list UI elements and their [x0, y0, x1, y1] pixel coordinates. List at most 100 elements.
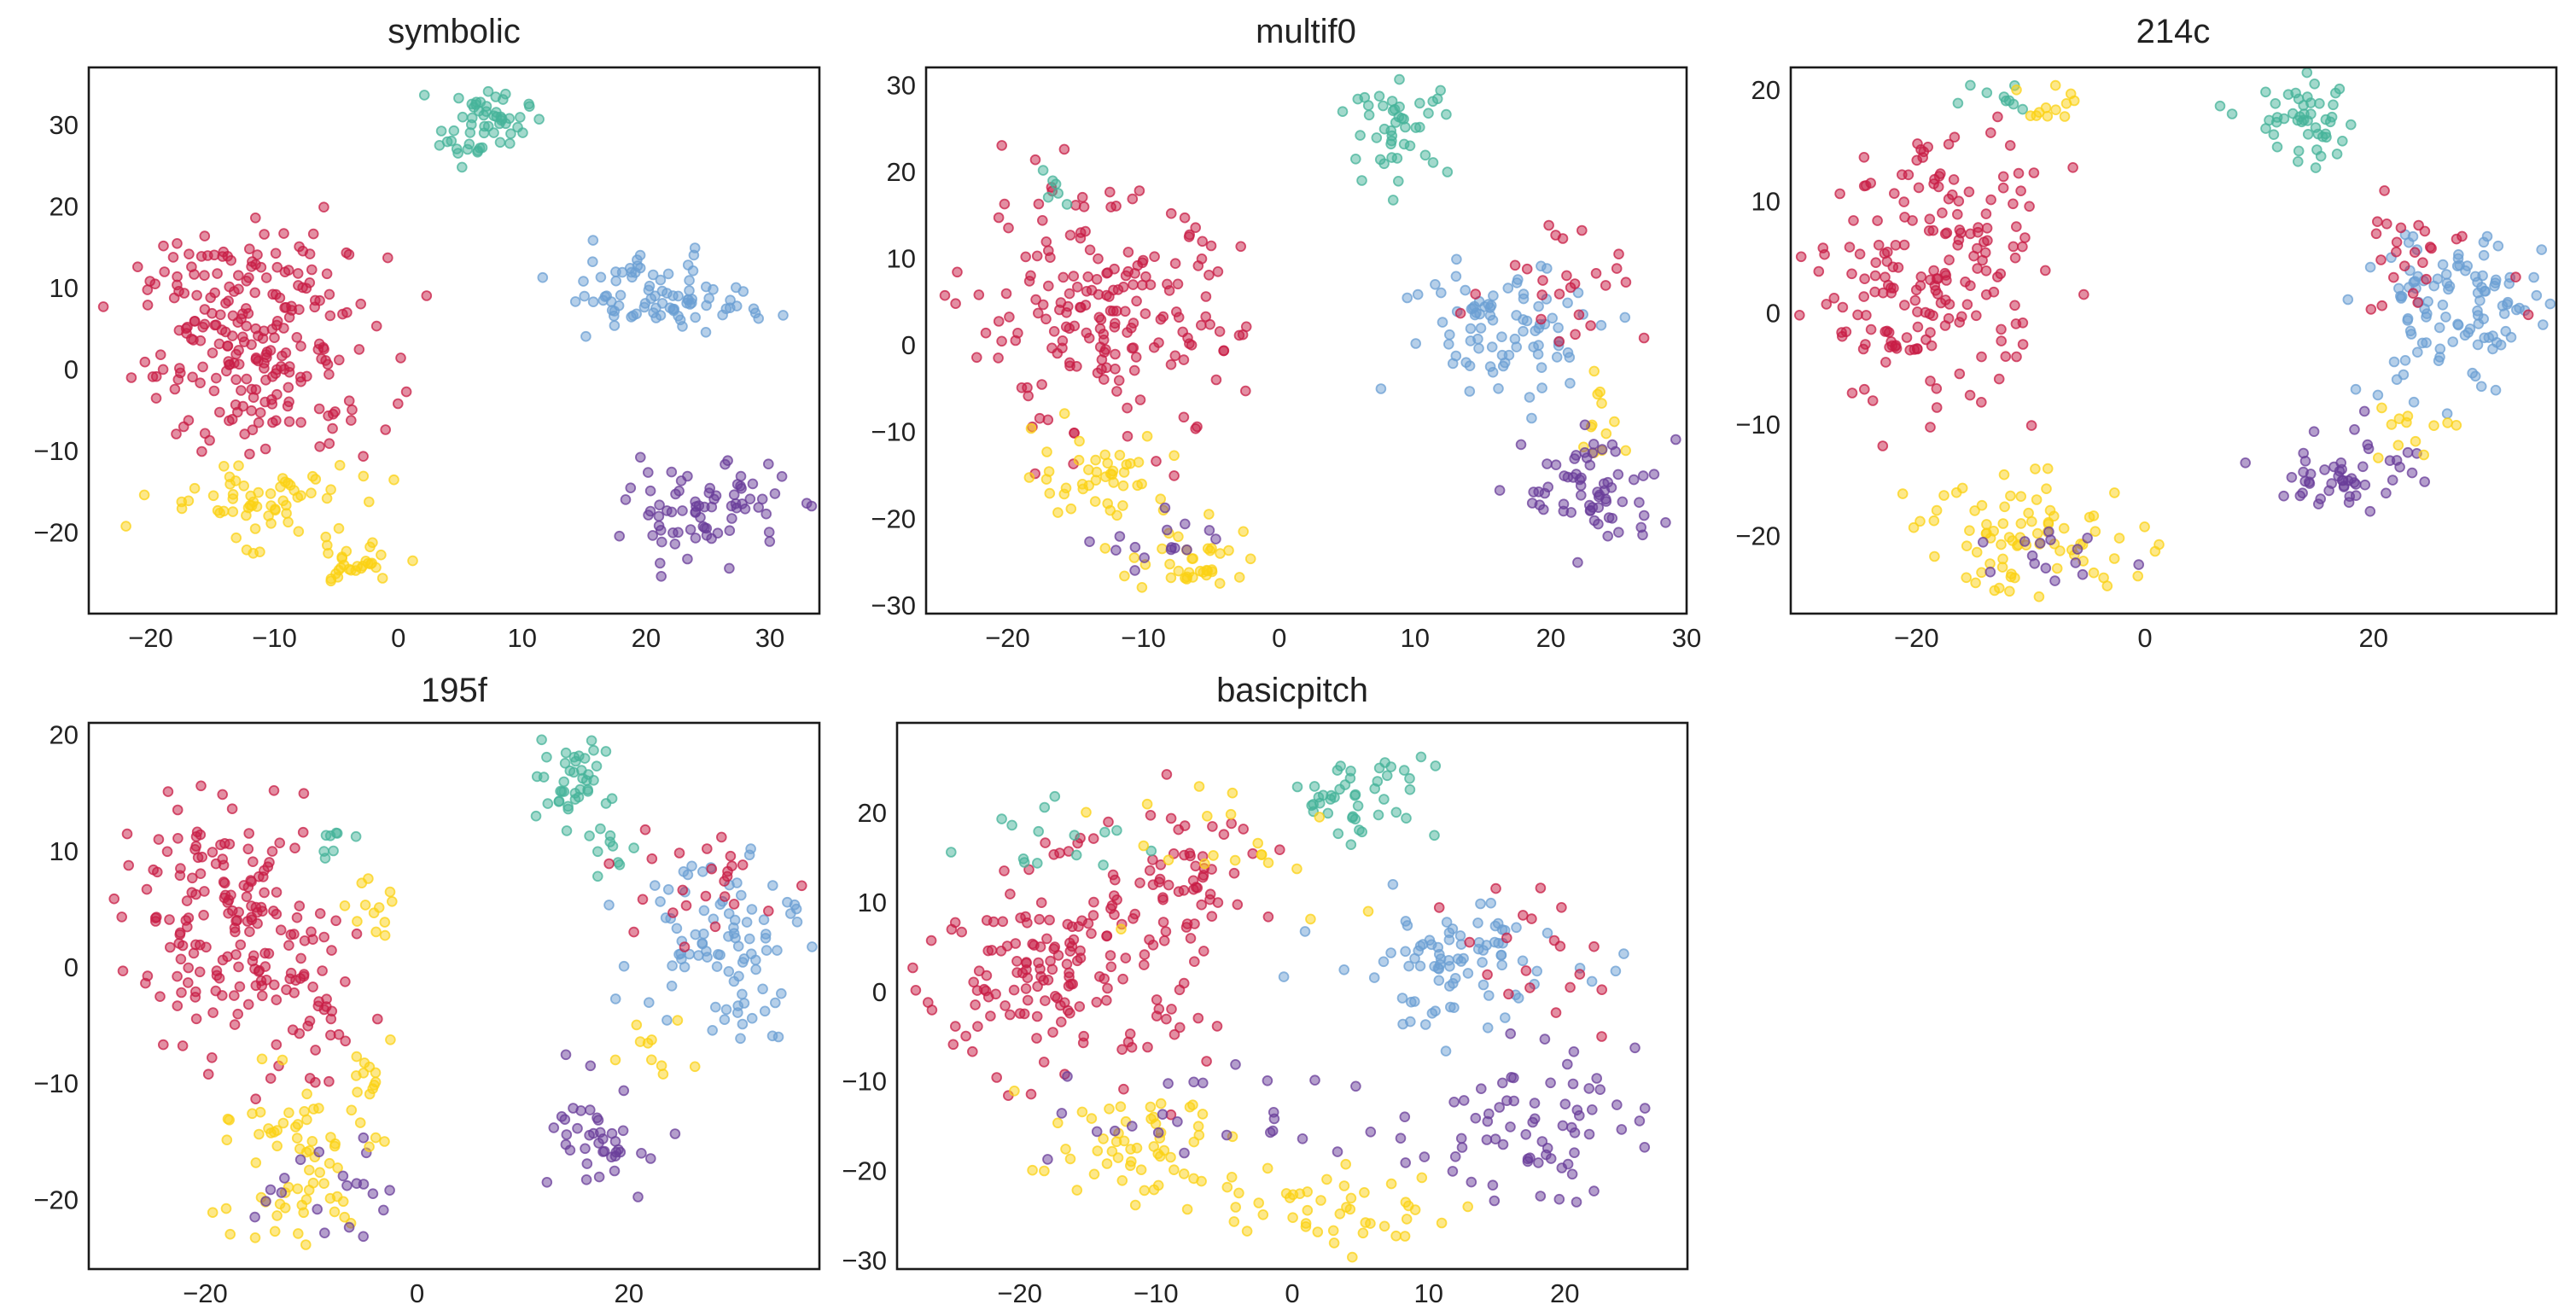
x-tick-label: −10 [1134, 1278, 1179, 1308]
data-point [1518, 325, 1529, 337]
data-point [1145, 809, 1157, 821]
data-point [1262, 857, 1274, 869]
data-point [2101, 580, 2113, 591]
data-point [1186, 553, 1198, 564]
data-point [999, 198, 1011, 210]
data-point [219, 837, 230, 849]
data-point [1371, 132, 1383, 143]
data-point [1052, 188, 1064, 199]
data-point [1157, 543, 1168, 555]
data-point [2433, 322, 2445, 334]
data-point [1390, 806, 1402, 818]
data-point [225, 254, 237, 266]
data-point [1302, 1186, 1313, 1197]
data-point [117, 965, 129, 976]
data-point [351, 928, 363, 940]
data-point [186, 261, 197, 273]
data-point [313, 338, 325, 350]
data-point [1997, 182, 2009, 194]
data-point [277, 1054, 288, 1066]
data-point [1526, 412, 1537, 424]
data-point [259, 887, 270, 899]
data-point [199, 270, 210, 282]
data-point [1211, 1021, 1223, 1032]
data-point [1400, 946, 1411, 958]
data-point [677, 505, 688, 516]
data-point [1193, 781, 1205, 792]
data-point [1127, 1121, 1138, 1132]
data-point [250, 1093, 261, 1104]
data-point [1472, 943, 1484, 955]
data-point [271, 994, 283, 1005]
data-point [2398, 260, 2410, 272]
data-point [1214, 326, 1226, 337]
data-point [1268, 1113, 1280, 1125]
data-point [199, 230, 211, 242]
data-point [1512, 274, 1524, 285]
data-point [1971, 546, 1983, 558]
data-point [2011, 351, 2022, 363]
data-point [1060, 1144, 1071, 1155]
data-point [1374, 154, 1386, 166]
data-point [2040, 562, 2052, 574]
data-point [1058, 143, 1070, 155]
x-tick-label: 20 [632, 623, 661, 653]
data-point [746, 904, 758, 915]
data-point [1620, 277, 1632, 288]
data-point [950, 1021, 961, 1032]
data-point [207, 347, 219, 358]
data-point [1558, 498, 1570, 510]
data-point [1482, 969, 1493, 981]
data-point [634, 1036, 646, 1047]
data-point [1470, 288, 1481, 300]
data-point [747, 478, 759, 490]
points [939, 73, 1681, 593]
data-point [1312, 1226, 1324, 1237]
data-point [1419, 1151, 1431, 1162]
data-point [1455, 1133, 1467, 1144]
data-point [499, 88, 511, 100]
data-point [191, 289, 202, 301]
data-point [392, 398, 404, 410]
data-point [2478, 249, 2490, 261]
data-point [1501, 932, 1512, 944]
data-point [343, 1221, 355, 1233]
data-point [1973, 222, 1984, 233]
data-point [2433, 355, 2445, 367]
data-point [280, 499, 292, 511]
data-point [689, 1061, 701, 1073]
data-point [569, 296, 581, 307]
data-point [1602, 530, 1613, 542]
data-point [1520, 965, 1532, 976]
data-point [1437, 317, 1448, 328]
data-point [1334, 783, 1345, 795]
data-point [689, 242, 701, 253]
data-point [230, 532, 242, 544]
data-point [735, 470, 747, 482]
data-point [1031, 1010, 1043, 1022]
data-point [671, 923, 683, 935]
data-point [572, 1122, 583, 1134]
data-point [2381, 487, 2392, 499]
data-point [947, 1039, 959, 1051]
data-point [1536, 313, 1547, 325]
data-point [711, 961, 723, 972]
data-point [1041, 933, 1052, 945]
data-point [1004, 312, 1015, 323]
data-point [1042, 191, 1054, 203]
data-point [2472, 287, 2484, 299]
data-point [1475, 898, 1486, 910]
data-point [245, 875, 257, 886]
data-point [1964, 389, 1976, 401]
data-point [1821, 299, 1833, 310]
data-point [2004, 140, 2016, 151]
data-point [644, 485, 656, 497]
data-point [628, 926, 639, 938]
data-point [1487, 1179, 1499, 1191]
data-point [1122, 402, 1133, 414]
data-point [1972, 242, 1983, 254]
data-point [739, 503, 751, 515]
data-point [2260, 86, 2271, 98]
data-point [996, 813, 1007, 824]
data-point [247, 256, 258, 267]
